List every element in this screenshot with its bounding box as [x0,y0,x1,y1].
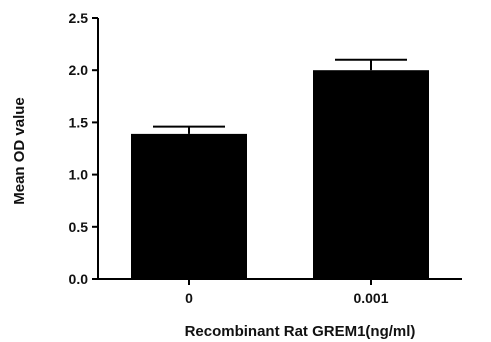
y-tick-label: 2.0 [69,62,89,78]
x-axis-title: Recombinant Rat GREM1(ng/ml) [185,323,416,340]
y-axis-title: Mean OD value [11,97,28,205]
bars [131,70,429,279]
y-tick-label: 1.5 [69,114,89,130]
x-tick-label: 0 [185,290,193,306]
bar [313,70,429,279]
y-tick-label: 1.0 [69,167,89,183]
y-tick-label: 2.5 [69,10,89,26]
x-tick-label: 0.001 [353,290,388,306]
y-axis-ticks: 0.0 0.5 1.0 1.5 2.0 2.5 [69,10,98,287]
error-bars [153,58,407,134]
bar [131,133,247,279]
x-axis-ticks: 0 0.001 [185,279,389,306]
y-tick-label: 0.0 [69,271,89,287]
y-tick-label: 0.5 [69,219,89,235]
